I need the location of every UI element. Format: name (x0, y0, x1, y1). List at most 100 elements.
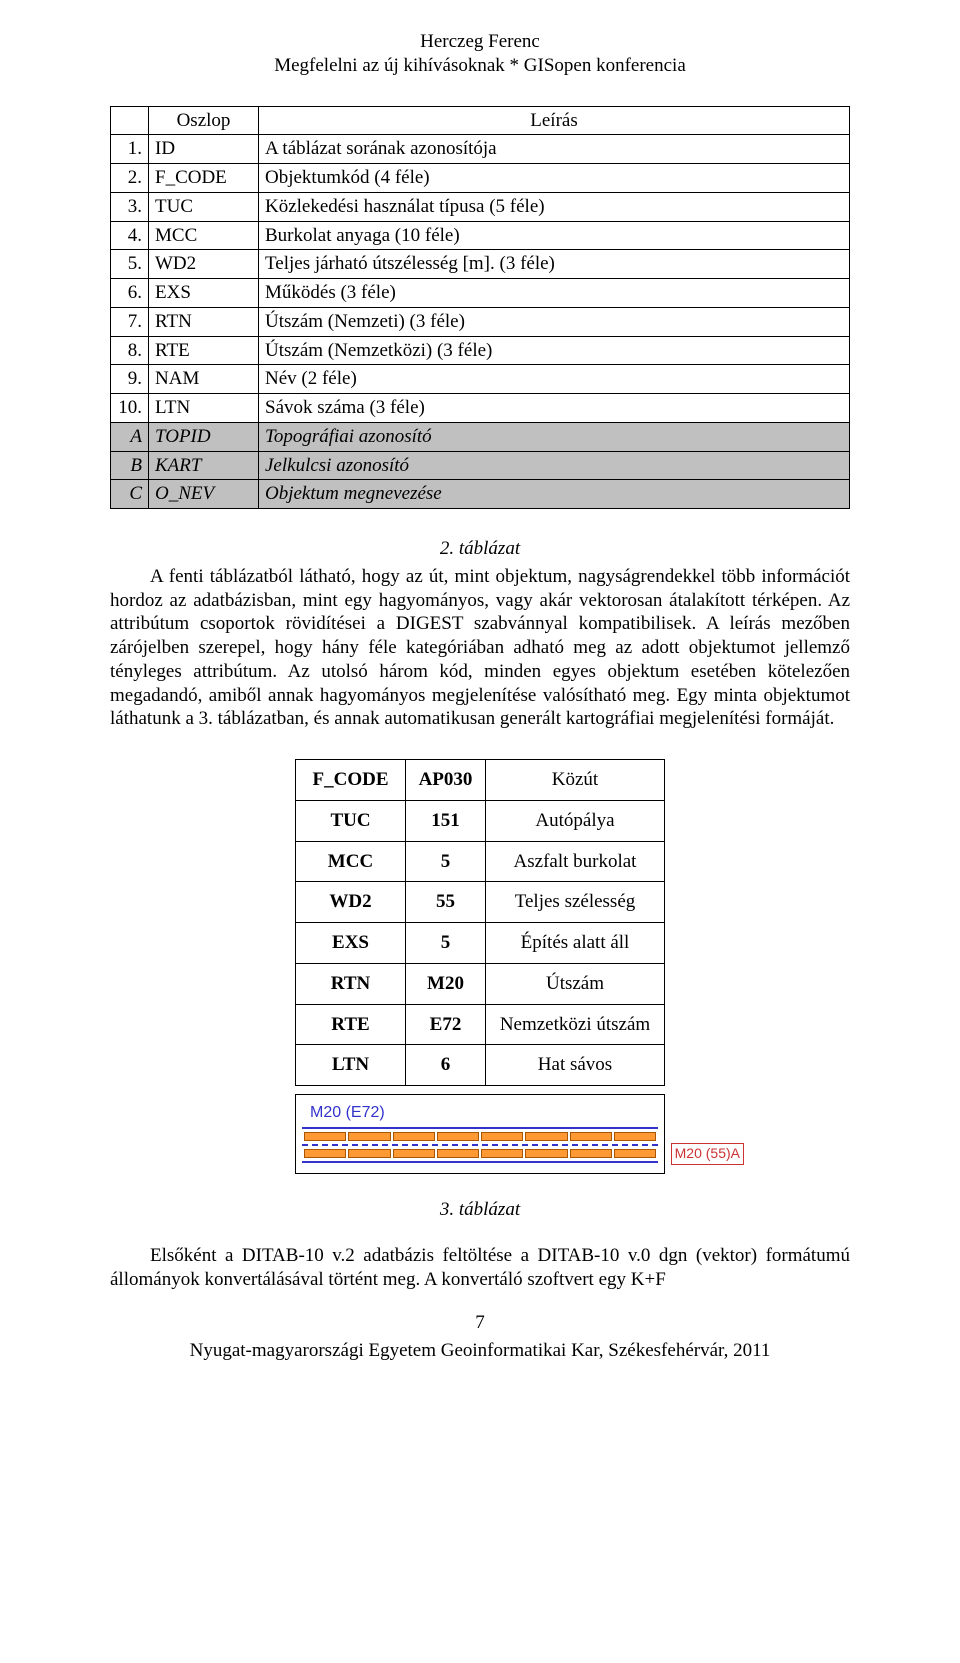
paragraph-2: Elsőként a DITAB-10 v.2 adatbázis feltöl… (110, 1244, 850, 1292)
cell: Autópálya (486, 800, 665, 841)
table-row: RTEE72Nemzetközi útszám (296, 1004, 665, 1045)
page-header: Herczeg Ferenc Megfelelni az új kihíváso… (110, 30, 850, 78)
cell: WD2 (149, 250, 259, 279)
cell: Hat sávos (486, 1045, 665, 1086)
paragraph-1: A fenti táblázatból látható, hogy az út,… (110, 565, 850, 731)
center-dash (302, 1144, 658, 1146)
table-row: MCC5Aszfalt burkolat (296, 841, 665, 882)
attribute-table: Oszlop Leírás 1.IDA táblázat sorának azo… (110, 106, 850, 510)
lane (525, 1132, 567, 1141)
cell: 10. (111, 394, 149, 423)
road-graphic: M20 (55)A (302, 1127, 658, 1163)
cell: RTE (149, 336, 259, 365)
lane (393, 1132, 435, 1141)
cell: AP030 (406, 760, 486, 801)
lane (481, 1149, 523, 1158)
cell: 6. (111, 279, 149, 308)
cell: 1. (111, 135, 149, 164)
lane (570, 1132, 612, 1141)
cell: LTN (296, 1045, 406, 1086)
cell: 5 (406, 923, 486, 964)
table-row: RTNM20Útszám (296, 963, 665, 1004)
table-row: 4.MCCBurkolat anyaga (10 féle) (111, 221, 850, 250)
cell: Teljes járható útszélesség [m]. (3 féle) (259, 250, 850, 279)
example-table-wrap: F_CODEAP030Közút TUC151Autópálya MCC5Asz… (295, 759, 665, 1086)
cell: Működés (3 féle) (259, 279, 850, 308)
header-author: Herczeg Ferenc (110, 30, 850, 54)
cell: ID (149, 135, 259, 164)
table-row: 9.NAMNév (2 féle) (111, 365, 850, 394)
cell: NAM (149, 365, 259, 394)
cell: Útszám (Nemzeti) (3 féle) (259, 307, 850, 336)
table-row: LTN6Hat sávos (296, 1045, 665, 1086)
cell: Jelkulcsi azonosító (259, 451, 850, 480)
table-row: EXS5Építés alatt áll (296, 923, 665, 964)
cell: Teljes szélesség (486, 882, 665, 923)
cell: O_NEV (149, 480, 259, 509)
cell: A (111, 422, 149, 451)
cell: 2. (111, 164, 149, 193)
cell: LTN (149, 394, 259, 423)
cell: Név (2 féle) (259, 365, 850, 394)
cell: Topográfiai azonosító (259, 422, 850, 451)
lane (393, 1149, 435, 1158)
lane (437, 1132, 479, 1141)
table-row: WD255Teljes szélesség (296, 882, 665, 923)
table3-caption: 3. táblázat (110, 1198, 850, 1222)
cell: Építés alatt áll (486, 923, 665, 964)
cell: Közút (486, 760, 665, 801)
cell: F_CODE (149, 164, 259, 193)
cell: Nemzetközi útszám (486, 1004, 665, 1045)
lane (437, 1149, 479, 1158)
diagram-top-label: M20 (E72) (310, 1103, 658, 1123)
cell: Útszám (Nemzetközi) (3 féle) (259, 336, 850, 365)
cell: RTN (296, 963, 406, 1004)
cell: Útszám (486, 963, 665, 1004)
table-row: F_CODEAP030Közút (296, 760, 665, 801)
cell: TOPID (149, 422, 259, 451)
cell: 4. (111, 221, 149, 250)
lane (348, 1149, 390, 1158)
table-row: Oszlop Leírás (111, 106, 850, 135)
cell: M20 (406, 963, 486, 1004)
cell: MCC (149, 221, 259, 250)
lane-row (302, 1149, 658, 1158)
table2-caption: 2. táblázat (110, 537, 850, 561)
lane (614, 1132, 656, 1141)
table-row: 8.RTEÚtszám (Nemzetközi) (3 féle) (111, 336, 850, 365)
lane (525, 1149, 567, 1158)
cell: A táblázat sorának azonosítója (259, 135, 850, 164)
cell: Leírás (259, 106, 850, 135)
page-number: 7 (110, 1311, 850, 1335)
table-row: 5.WD2Teljes járható útszélesség [m]. (3 … (111, 250, 850, 279)
cell: Burkolat anyaga (10 féle) (259, 221, 850, 250)
cell: 9. (111, 365, 149, 394)
cell: B (111, 451, 149, 480)
header-subtitle: Megfelelni az új kihívásoknak * GISopen … (110, 54, 850, 78)
table-row: TUC151Autópálya (296, 800, 665, 841)
table-row: CO_NEVObjektum megnevezése (111, 480, 850, 509)
cell: Közlekedési használat típusa (5 féle) (259, 192, 850, 221)
cell: Objektum megnevezése (259, 480, 850, 509)
cell: WD2 (296, 882, 406, 923)
cell: 5 (406, 841, 486, 882)
cell (111, 106, 149, 135)
cell: 55 (406, 882, 486, 923)
cell: Sávok száma (3 féle) (259, 394, 850, 423)
table-row: 7.RTNÚtszám (Nemzeti) (3 féle) (111, 307, 850, 336)
cell: 151 (406, 800, 486, 841)
cell: 8. (111, 336, 149, 365)
example-table: F_CODEAP030Közút TUC151Autópálya MCC5Asz… (295, 759, 665, 1086)
lane (570, 1149, 612, 1158)
table-row: 2.F_CODEObjektumkód (4 féle) (111, 164, 850, 193)
cell: 3. (111, 192, 149, 221)
cell: Oszlop (149, 106, 259, 135)
cell: F_CODE (296, 760, 406, 801)
table-row: 3.TUCKözlekedési használat típusa (5 fél… (111, 192, 850, 221)
cell: 6 (406, 1045, 486, 1086)
cell: Aszfalt burkolat (486, 841, 665, 882)
table-row: 6.EXSMűködés (3 féle) (111, 279, 850, 308)
cell: EXS (296, 923, 406, 964)
cell: KART (149, 451, 259, 480)
lane (304, 1132, 346, 1141)
